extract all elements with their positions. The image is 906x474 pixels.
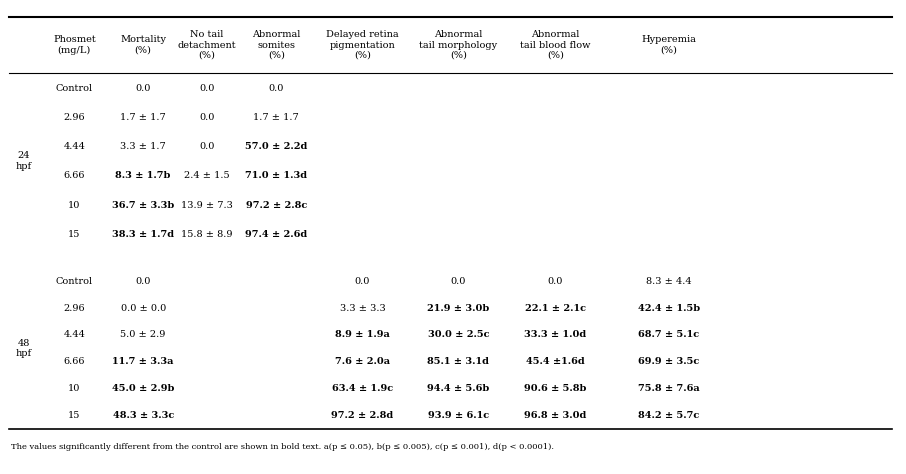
Text: 57.0 ± 2.2d: 57.0 ± 2.2d	[246, 142, 307, 151]
Text: 8.3 ± 4.4: 8.3 ± 4.4	[646, 277, 691, 286]
Text: No tail
detachment
(%): No tail detachment (%)	[178, 30, 236, 60]
Text: 45.0 ± 2.9b: 45.0 ± 2.9b	[112, 384, 174, 393]
Text: 69.9 ± 3.5c: 69.9 ± 3.5c	[638, 357, 699, 366]
Text: 15.8 ± 8.9: 15.8 ± 8.9	[181, 230, 232, 239]
Text: 21.9 ± 3.0b: 21.9 ± 3.0b	[428, 304, 489, 312]
Text: 0.0: 0.0	[199, 83, 214, 92]
Text: 97.4 ± 2.6d: 97.4 ± 2.6d	[246, 230, 307, 239]
Text: 0.0: 0.0	[199, 113, 214, 122]
Text: 1.7 ± 1.7: 1.7 ± 1.7	[120, 113, 166, 122]
Text: 2.96: 2.96	[63, 113, 85, 122]
Text: 6.66: 6.66	[63, 357, 85, 366]
Text: 0.0: 0.0	[451, 277, 466, 286]
Text: 24
hpf: 24 hpf	[15, 152, 32, 171]
Text: 15: 15	[68, 230, 81, 239]
Text: Control: Control	[56, 277, 92, 286]
Text: 71.0 ± 1.3d: 71.0 ± 1.3d	[246, 171, 307, 180]
Text: 68.7 ± 5.1c: 68.7 ± 5.1c	[638, 330, 699, 339]
Text: 48
hpf: 48 hpf	[15, 339, 32, 358]
Text: 22.1 ± 2.1c: 22.1 ± 2.1c	[525, 304, 586, 312]
Text: Control: Control	[56, 83, 92, 92]
Text: 97.2 ± 2.8d: 97.2 ± 2.8d	[332, 411, 393, 420]
Text: The values significantly different from the control are shown in bold text. a(p : The values significantly different from …	[11, 443, 554, 451]
Text: 2.4 ± 1.5: 2.4 ± 1.5	[184, 171, 229, 180]
Text: 4.44: 4.44	[63, 142, 85, 151]
Text: 63.4 ± 1.9c: 63.4 ± 1.9c	[332, 384, 393, 393]
Text: 93.9 ± 6.1c: 93.9 ± 6.1c	[428, 411, 489, 420]
Text: 13.9 ± 7.3: 13.9 ± 7.3	[180, 201, 233, 210]
Text: 0.0: 0.0	[136, 83, 150, 92]
Text: 96.8 ± 3.0d: 96.8 ± 3.0d	[525, 411, 586, 420]
Text: 48.3 ± 3.3c: 48.3 ± 3.3c	[112, 411, 174, 420]
Text: 11.7 ± 3.3a: 11.7 ± 3.3a	[112, 357, 174, 366]
Text: 97.2 ± 2.8c: 97.2 ± 2.8c	[246, 201, 307, 210]
Text: 0.0: 0.0	[548, 277, 563, 286]
Text: 45.4 ±1.6d: 45.4 ±1.6d	[526, 357, 584, 366]
Text: 10: 10	[68, 384, 81, 393]
Text: 15: 15	[68, 411, 81, 420]
Text: 0.0: 0.0	[136, 277, 150, 286]
Text: 2.96: 2.96	[63, 304, 85, 312]
Text: 4.44: 4.44	[63, 330, 85, 339]
Text: 6.66: 6.66	[63, 171, 85, 180]
Text: 0.0 ± 0.0: 0.0 ± 0.0	[120, 304, 166, 312]
Text: 1.7 ± 1.7: 1.7 ± 1.7	[254, 113, 299, 122]
Text: 90.6 ± 5.8b: 90.6 ± 5.8b	[525, 384, 586, 393]
Text: 30.0 ± 2.5c: 30.0 ± 2.5c	[428, 330, 489, 339]
Text: Mortality
(%): Mortality (%)	[120, 36, 166, 55]
Text: 0.0: 0.0	[199, 142, 214, 151]
Text: 3.3 ± 3.3: 3.3 ± 3.3	[340, 304, 385, 312]
Text: 94.4 ± 5.6b: 94.4 ± 5.6b	[428, 384, 489, 393]
Text: Phosmet
(mg/L): Phosmet (mg/L)	[53, 35, 96, 55]
Text: 84.2 ± 5.7c: 84.2 ± 5.7c	[638, 411, 699, 420]
Text: 3.3 ± 1.7: 3.3 ± 1.7	[120, 142, 166, 151]
Text: Hyperemia
(%): Hyperemia (%)	[641, 36, 696, 55]
Text: 7.6 ± 2.0a: 7.6 ± 2.0a	[335, 357, 390, 366]
Text: 5.0 ± 2.9: 5.0 ± 2.9	[120, 330, 166, 339]
Text: 38.3 ± 1.7d: 38.3 ± 1.7d	[112, 230, 174, 239]
Text: 0.0: 0.0	[269, 83, 284, 92]
Text: 10: 10	[68, 201, 81, 210]
Text: Abnormal
tail blood flow
(%): Abnormal tail blood flow (%)	[520, 30, 591, 60]
Text: 75.8 ± 7.6a: 75.8 ± 7.6a	[638, 384, 699, 393]
Text: Abnormal
somites
(%): Abnormal somites (%)	[252, 30, 301, 60]
Text: Abnormal
tail morphology
(%): Abnormal tail morphology (%)	[419, 30, 497, 60]
Text: Delayed retina
pigmentation
(%): Delayed retina pigmentation (%)	[326, 30, 399, 60]
Text: 0.0: 0.0	[355, 277, 370, 286]
Text: 8.3 ± 1.7b: 8.3 ± 1.7b	[115, 171, 171, 180]
Text: 42.4 ± 1.5b: 42.4 ± 1.5b	[638, 304, 699, 312]
Text: 8.9 ± 1.9a: 8.9 ± 1.9a	[335, 330, 390, 339]
Text: 36.7 ± 3.3b: 36.7 ± 3.3b	[112, 201, 174, 210]
Text: 33.3 ± 1.0d: 33.3 ± 1.0d	[525, 330, 586, 339]
Text: 85.1 ± 3.1d: 85.1 ± 3.1d	[428, 357, 489, 366]
